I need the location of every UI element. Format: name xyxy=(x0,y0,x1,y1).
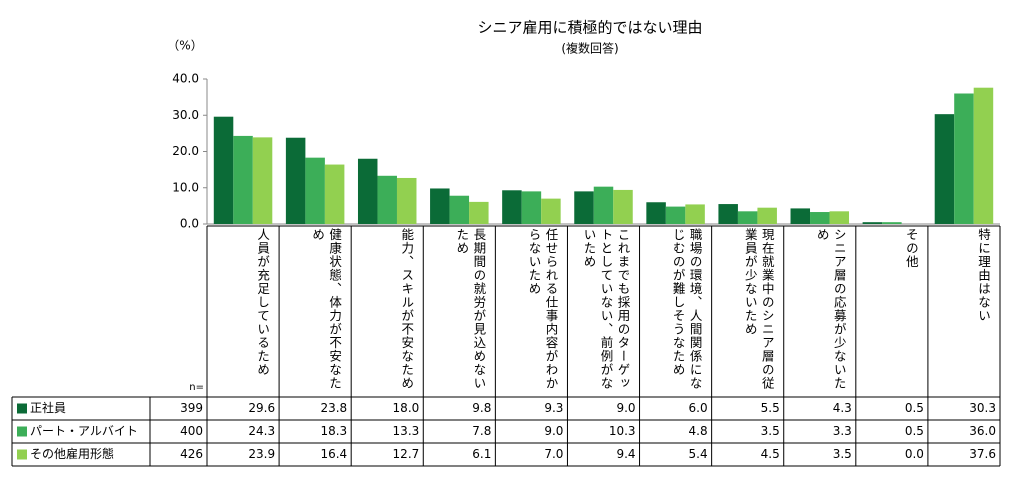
table-value: 0.5 xyxy=(905,424,924,438)
legend-swatch xyxy=(17,449,27,460)
y-axis-label: （%） xyxy=(167,39,202,53)
n-header: n= xyxy=(189,382,204,393)
table-value: 3.3 xyxy=(833,424,852,438)
y-tick-label: 20.0 xyxy=(172,144,199,158)
x-tick-label: シニア層の応募が少ないため xyxy=(814,228,847,390)
bar xyxy=(810,212,830,224)
chart-subtitle: (複数回答) xyxy=(561,41,618,56)
legend-label: 正社員 xyxy=(30,400,66,415)
table-value: 9.0 xyxy=(616,401,635,415)
table-value: 7.8 xyxy=(472,424,491,438)
bar xyxy=(324,164,345,224)
bar xyxy=(934,114,955,224)
table-value: 0.5 xyxy=(905,401,924,415)
x-tick-label: 健康状態、体力が不安なため xyxy=(310,228,343,390)
bar xyxy=(430,188,450,224)
table-value: 23.8 xyxy=(320,401,347,415)
table-value: 10.3 xyxy=(609,424,636,438)
table-value: 9.8 xyxy=(472,401,491,415)
bar xyxy=(954,93,974,224)
x-tick-label: 現在就業中のシニア層の従業員が少ないため xyxy=(742,228,775,390)
table-value: 4.8 xyxy=(689,424,708,438)
x-tick-label: 人員が充足しているため xyxy=(255,228,271,377)
table-value: 6.0 xyxy=(689,401,708,415)
bar xyxy=(718,204,738,224)
y-tick-label: 0.0 xyxy=(180,217,199,231)
bar xyxy=(396,177,417,224)
table-n: 426 xyxy=(180,447,203,461)
bar xyxy=(685,204,705,224)
x-tick-label: 特に理由はない xyxy=(975,228,991,323)
x-tick-label: 職場の環境、人間関係になじむのが難しそうなため xyxy=(670,228,703,390)
legend-label: パート・アルバイト xyxy=(30,424,138,438)
bar xyxy=(233,135,253,224)
bar xyxy=(646,202,666,224)
table-value: 18.3 xyxy=(320,424,347,438)
x-tick-label: その他 xyxy=(903,228,919,269)
y-tick-label: 40.0 xyxy=(172,72,199,86)
x-tick-label: これまでも採用のターゲットとしていない、前例がないため xyxy=(581,228,631,390)
bar xyxy=(574,191,594,224)
bar xyxy=(541,198,561,224)
table-value: 5.4 xyxy=(689,447,708,461)
table-value: 29.6 xyxy=(248,401,275,415)
bar xyxy=(377,175,397,224)
table-value: 9.3 xyxy=(544,401,563,415)
legend-swatch xyxy=(17,426,27,437)
table-value: 13.3 xyxy=(393,424,420,438)
bar xyxy=(502,190,522,224)
table-value: 3.5 xyxy=(833,447,852,461)
bar xyxy=(521,191,542,224)
bar xyxy=(593,186,614,224)
legend-swatch xyxy=(17,403,27,414)
table-value: 36.0 xyxy=(969,424,996,438)
bar xyxy=(357,158,378,224)
x-tick-label: 長期間の就労が見込めないため xyxy=(454,228,487,390)
table-value: 12.7 xyxy=(393,447,420,461)
bar xyxy=(305,157,325,224)
table-n: 400 xyxy=(180,424,203,438)
bar xyxy=(973,87,994,224)
table-value: 4.3 xyxy=(833,401,852,415)
table-value: 9.4 xyxy=(616,447,635,461)
bar xyxy=(737,211,758,224)
bar xyxy=(829,211,850,224)
table-value: 24.3 xyxy=(248,424,275,438)
table-value: 23.9 xyxy=(248,447,275,461)
x-tick-label: 能力、スキルが不安なため xyxy=(399,228,415,390)
y-tick-label: 10.0 xyxy=(172,180,199,194)
bar xyxy=(882,222,902,224)
table-value: 9.0 xyxy=(544,424,563,438)
bar xyxy=(469,201,489,224)
bar xyxy=(613,189,633,224)
bar xyxy=(665,206,686,224)
bar xyxy=(790,208,811,224)
table-value: 7.0 xyxy=(544,447,563,461)
bar xyxy=(862,222,883,224)
table-value: 6.1 xyxy=(472,447,491,461)
table-value: 5.5 xyxy=(761,401,780,415)
table-value: 30.3 xyxy=(969,401,996,415)
table-value: 3.5 xyxy=(761,424,780,438)
chart-title: シニア雇用に積極的ではない理由 xyxy=(477,19,702,37)
bar xyxy=(449,195,470,224)
bar xyxy=(757,207,777,224)
table-value: 4.5 xyxy=(761,447,780,461)
table-value: 0.0 xyxy=(905,447,924,461)
table-value: 18.0 xyxy=(393,401,420,415)
x-tick-label: 任せられる仕事内容がわからないため xyxy=(526,228,559,390)
table-value: 37.6 xyxy=(969,447,996,461)
table-n: 399 xyxy=(180,401,203,415)
y-tick-label: 30.0 xyxy=(172,108,199,122)
bar xyxy=(252,137,273,224)
table-value: 16.4 xyxy=(320,447,347,461)
bar xyxy=(213,116,234,224)
legend-label: その他雇用形態 xyxy=(30,446,114,461)
bar xyxy=(285,137,306,224)
